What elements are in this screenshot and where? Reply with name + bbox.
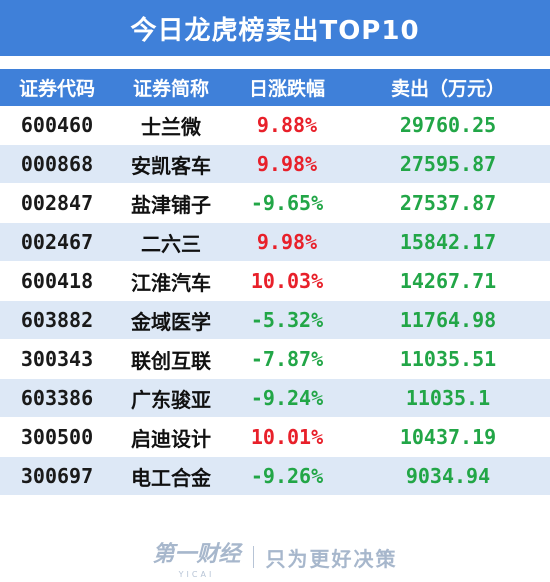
cell-change: 10.01% [250, 425, 324, 449]
cell-sell: 27537.87 [399, 191, 497, 215]
footer: 第一财经 YICAI 只为更好决策 [0, 532, 550, 582]
cell-sell: 29760.25 [399, 113, 497, 137]
cell-code: 002847 [20, 191, 94, 215]
table-header: 证券代码 证券简称 日涨跌幅 卖出（万元） [0, 69, 550, 106]
brand-logo: 第一财经 YICAI 只为更好决策 [152, 536, 397, 579]
cell-name: 金域医学 [131, 309, 211, 334]
cell-sell: 27595.87 [399, 152, 497, 176]
cell-code: 300500 [20, 425, 94, 449]
cell-change: -9.26% [250, 464, 324, 488]
cell-change: 9.98% [256, 230, 318, 254]
header-code: 证券代码 [18, 78, 95, 100]
cell-sell: 9034.94 [405, 464, 491, 488]
table-row: 000868 安凯客车 9.98% 27595.87 [0, 145, 550, 184]
cell-change: 10.03% [250, 269, 324, 293]
table-row: 300343 联创互联 -7.87% 11035.51 [0, 340, 550, 379]
cell-name: 广东骏亚 [131, 387, 211, 412]
chart-title: 今日龙虎榜卖出TOP10 [130, 15, 420, 46]
brand-divider [252, 546, 254, 568]
cell-sell: 10437.19 [399, 425, 497, 449]
cell-change: -7.87% [250, 347, 324, 371]
title-bar: 今日龙虎榜卖出TOP10 [0, 0, 550, 56]
brand-slogan: 只为更好决策 [265, 546, 398, 571]
cell-code: 000868 [20, 152, 94, 176]
sell-table: 证券代码 证券简称 日涨跌幅 卖出（万元） 600460 士兰微 9.88% 2976… [0, 69, 550, 496]
cell-sell: 11035.51 [399, 347, 497, 371]
cell-name: 二六三 [141, 231, 201, 256]
cell-change: -9.65% [250, 191, 324, 215]
cell-code: 600418 [20, 269, 94, 293]
table-row: 603386 广东骏亚 -9.24% 11035.1 [0, 379, 550, 418]
cell-change: 9.88% [256, 113, 318, 137]
table-row: 600418 江淮汽车 10.03% 14267.71 [0, 262, 550, 301]
cell-name: 安凯客车 [131, 153, 211, 178]
cell-code: 600460 [20, 113, 94, 137]
cell-code: 603386 [20, 386, 94, 410]
cell-name: 盐津铺子 [131, 192, 211, 217]
cell-code: 300697 [20, 464, 94, 488]
cell-sell: 11764.98 [399, 308, 497, 332]
brand-name: 第一财经 [152, 541, 241, 567]
table-row: 600460 士兰微 9.88% 29760.25 [0, 106, 550, 145]
header-sell: 卖出（万元） [390, 78, 505, 100]
table-row: 002847 盐津铺子 -9.65% 27537.87 [0, 184, 550, 223]
header-name: 证券简称 [132, 78, 209, 100]
brand-name-en: YICAI [178, 569, 215, 579]
cell-name: 电工合金 [131, 465, 211, 490]
cell-change: -5.32% [250, 308, 324, 332]
cell-code: 603882 [20, 308, 94, 332]
cell-sell: 11035.1 [405, 386, 491, 410]
cell-name: 士兰微 [141, 114, 201, 139]
cell-change: 9.98% [256, 152, 318, 176]
cell-name: 联创互联 [131, 348, 211, 373]
cell-code: 300343 [20, 347, 94, 371]
table-row: 603882 金域医学 -5.32% 11764.98 [0, 301, 550, 340]
cell-sell: 14267.71 [399, 269, 497, 293]
cell-name: 江淮汽车 [131, 270, 211, 295]
cell-code: 002467 [20, 230, 94, 254]
table-row: 002467 二六三 9.98% 15842.17 [0, 223, 550, 262]
table-row: 300697 电工合金 -9.26% 9034.94 [0, 457, 550, 496]
cell-name: 启迪设计 [131, 426, 211, 451]
cell-sell: 15842.17 [399, 230, 497, 254]
table-row: 300500 启迪设计 10.01% 10437.19 [0, 418, 550, 457]
header-change: 日涨跌幅 [248, 78, 325, 100]
cell-change: -9.24% [250, 386, 324, 410]
table-body: 600460 士兰微 9.88% 29760.25 000868 安凯客车 9.98% 275… [0, 106, 550, 496]
